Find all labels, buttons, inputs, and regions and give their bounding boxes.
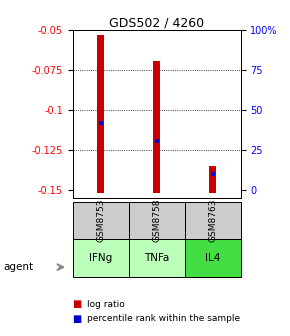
Bar bbox=[209, 166, 216, 194]
Text: agent: agent bbox=[3, 262, 33, 272]
Text: percentile rank within the sample: percentile rank within the sample bbox=[87, 314, 240, 323]
Text: IL4: IL4 bbox=[205, 253, 220, 263]
Text: ■: ■ bbox=[72, 313, 82, 324]
Text: TNFa: TNFa bbox=[144, 253, 169, 263]
Bar bbox=[72, 202, 128, 239]
Text: GSM8758: GSM8758 bbox=[152, 199, 161, 242]
Bar bbox=[97, 35, 104, 194]
Text: IFNg: IFNg bbox=[89, 253, 112, 263]
Bar bbox=[185, 202, 241, 239]
Bar bbox=[72, 239, 128, 277]
Text: GSM8763: GSM8763 bbox=[208, 199, 217, 242]
Text: GSM8753: GSM8753 bbox=[96, 199, 105, 242]
Text: ■: ■ bbox=[72, 299, 82, 309]
Bar bbox=[153, 60, 160, 194]
Bar bbox=[128, 239, 185, 277]
Bar bbox=[128, 202, 185, 239]
Title: GDS502 / 4260: GDS502 / 4260 bbox=[109, 16, 204, 29]
Bar bbox=[185, 239, 241, 277]
Text: log ratio: log ratio bbox=[87, 300, 125, 308]
